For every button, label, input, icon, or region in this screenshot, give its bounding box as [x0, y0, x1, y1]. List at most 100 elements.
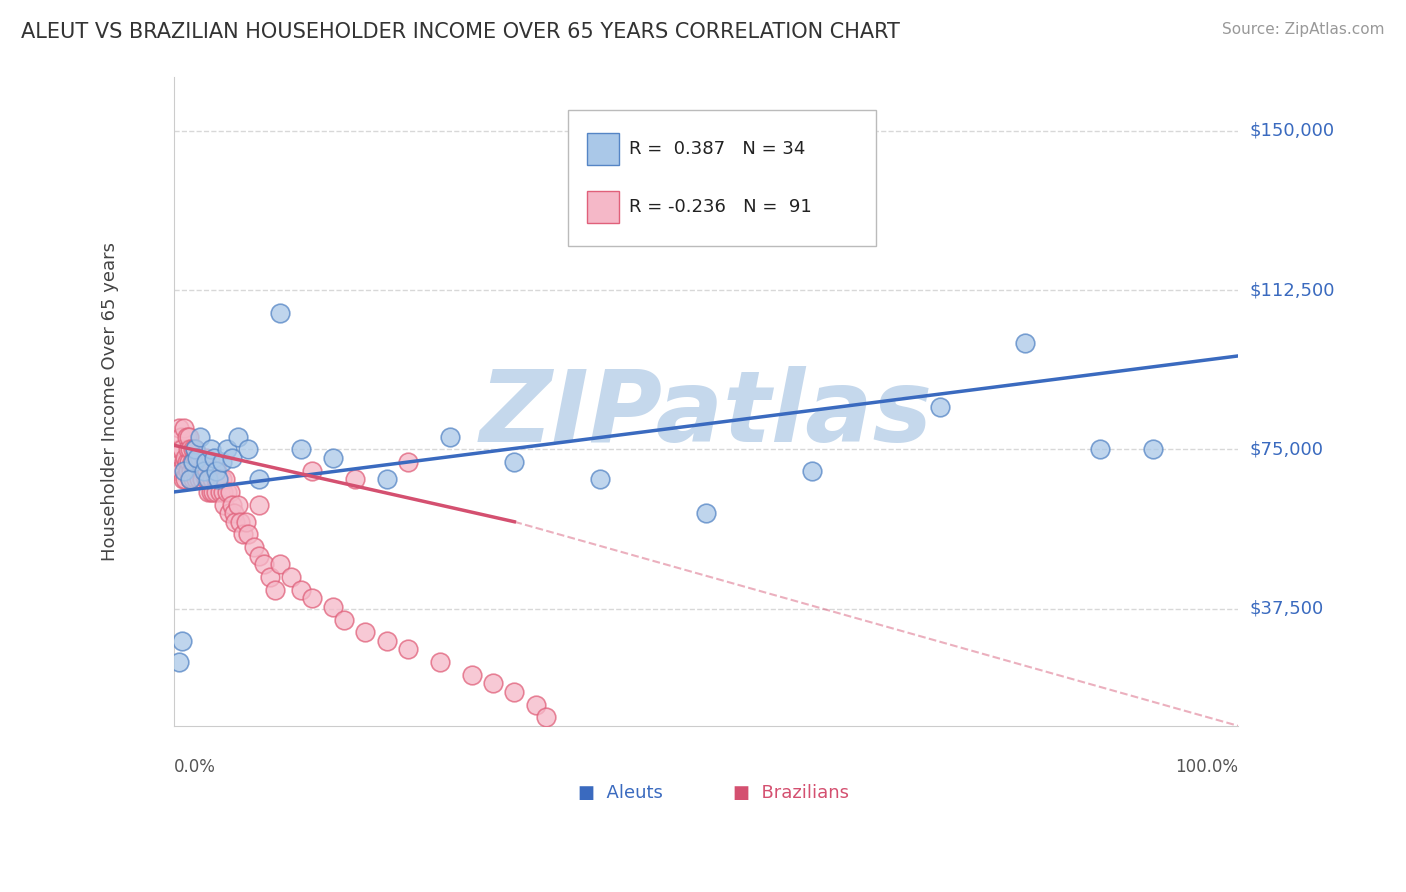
- Point: [207, 464, 229, 478]
- Point: [253, 558, 276, 572]
- Point: [205, 485, 228, 500]
- Point: [170, 430, 193, 444]
- Point: [221, 450, 243, 465]
- Point: [188, 450, 211, 465]
- Point: [197, 472, 219, 486]
- Point: [194, 455, 217, 469]
- Point: [183, 464, 205, 478]
- Point: [174, 472, 197, 486]
- Point: [200, 442, 222, 457]
- Point: [173, 421, 195, 435]
- Point: [184, 442, 207, 457]
- Point: [215, 442, 238, 457]
- Point: [224, 506, 246, 520]
- Point: [1088, 442, 1111, 457]
- Point: [375, 472, 398, 486]
- Point: [211, 485, 233, 500]
- Point: [238, 527, 260, 541]
- Text: ■  Aleuts: ■ Aleuts: [578, 784, 664, 802]
- Point: [354, 625, 377, 640]
- Point: [176, 455, 198, 469]
- Point: [180, 464, 202, 478]
- Point: [172, 633, 194, 648]
- Point: [184, 450, 207, 465]
- Point: [193, 464, 215, 478]
- Point: [172, 442, 194, 457]
- Point: [176, 430, 198, 444]
- Point: [929, 400, 952, 414]
- Point: [177, 430, 200, 444]
- Point: [181, 472, 204, 486]
- Point: [173, 455, 195, 469]
- Text: ALEUT VS BRAZILIAN HOUSEHOLDER INCOME OVER 65 YEARS CORRELATION CHART: ALEUT VS BRAZILIAN HOUSEHOLDER INCOME OV…: [21, 22, 900, 42]
- Point: [197, 485, 219, 500]
- Point: [343, 472, 366, 486]
- Point: [301, 591, 323, 606]
- Point: [186, 450, 208, 465]
- Point: [263, 582, 285, 597]
- Point: [396, 455, 419, 469]
- Point: [269, 558, 291, 572]
- Point: [221, 498, 243, 512]
- Point: [172, 472, 194, 486]
- Point: [280, 570, 302, 584]
- Point: [226, 498, 249, 512]
- Point: [429, 655, 451, 669]
- Point: [173, 464, 195, 478]
- Point: [207, 472, 229, 486]
- FancyBboxPatch shape: [568, 110, 876, 246]
- Text: $75,000: $75,000: [1250, 441, 1323, 458]
- Text: R = -0.236   N =  91: R = -0.236 N = 91: [630, 198, 813, 216]
- Text: ZIPatlas: ZIPatlas: [479, 366, 932, 463]
- Point: [322, 450, 344, 465]
- Point: [188, 472, 211, 486]
- Point: [211, 455, 233, 469]
- Point: [193, 455, 215, 469]
- Point: [218, 506, 240, 520]
- Point: [536, 710, 558, 724]
- Point: [242, 541, 264, 555]
- Point: [184, 472, 207, 486]
- Point: [167, 464, 190, 478]
- Point: [180, 455, 202, 469]
- Text: ■  Brazilians: ■ Brazilians: [733, 784, 849, 802]
- Point: [1142, 442, 1164, 457]
- Point: [202, 450, 225, 465]
- Point: [269, 306, 291, 320]
- Point: [259, 570, 281, 584]
- Point: [181, 442, 204, 457]
- Point: [195, 464, 218, 478]
- Point: [205, 472, 228, 486]
- Point: [224, 515, 246, 529]
- Point: [439, 430, 461, 444]
- Text: 0.0%: 0.0%: [174, 758, 215, 776]
- Point: [181, 455, 204, 469]
- Point: [214, 472, 236, 486]
- Point: [176, 464, 198, 478]
- Point: [524, 698, 547, 712]
- Text: $112,500: $112,500: [1250, 281, 1334, 299]
- Point: [375, 633, 398, 648]
- Point: [186, 464, 208, 478]
- Point: [198, 472, 221, 486]
- Point: [588, 472, 610, 486]
- Point: [194, 472, 217, 486]
- Text: Source: ZipAtlas.com: Source: ZipAtlas.com: [1222, 22, 1385, 37]
- Point: [184, 442, 207, 457]
- Point: [167, 655, 190, 669]
- Text: 100.0%: 100.0%: [1175, 758, 1239, 776]
- Point: [205, 464, 228, 478]
- Point: [247, 549, 270, 563]
- Point: [207, 472, 229, 486]
- Point: [187, 455, 209, 469]
- Point: [238, 442, 260, 457]
- Text: $150,000: $150,000: [1250, 121, 1334, 139]
- Point: [482, 676, 505, 690]
- Point: [198, 455, 221, 469]
- Point: [170, 464, 193, 478]
- Point: [226, 430, 249, 444]
- Bar: [586, 191, 619, 223]
- Point: [461, 668, 484, 682]
- Point: [503, 685, 526, 699]
- Text: R =  0.387   N = 34: R = 0.387 N = 34: [630, 140, 806, 158]
